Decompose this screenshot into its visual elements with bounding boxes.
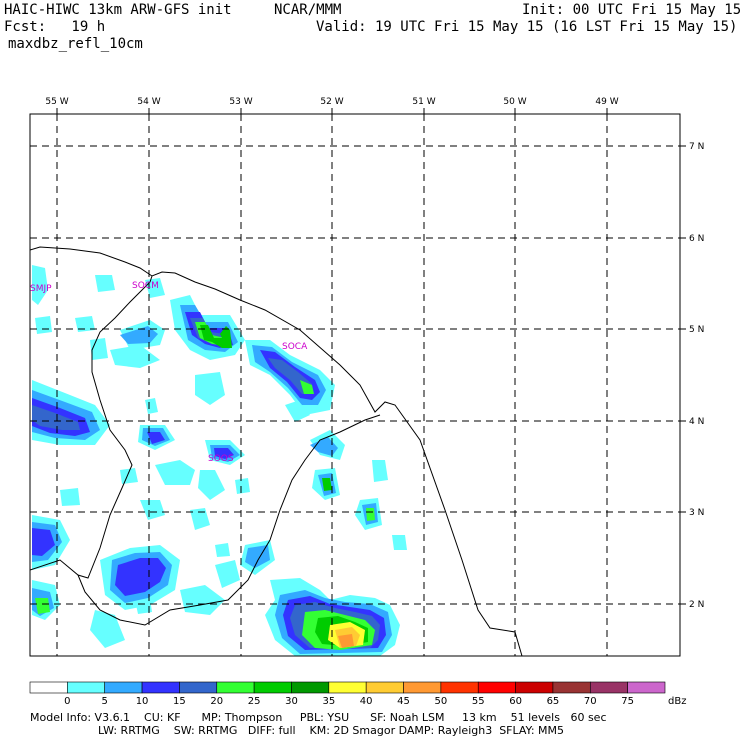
lat-label: 6 N: [689, 234, 704, 244]
station-socm: SOCM: [132, 281, 159, 291]
valid-time: Valid: 19 UTC Fri 15 May 15 (16 LST Fri …: [316, 19, 738, 35]
colorbar-tick-label: 0: [64, 696, 70, 707]
field-name: maxdbz_refl_10cm: [8, 36, 143, 52]
colorbar-tick-label: 20: [210, 696, 223, 707]
lon-label: 55 W: [45, 97, 68, 107]
colorbar-swatch: [552, 681, 591, 694]
colorbar-swatch: [104, 681, 143, 694]
colorbar-unit: dBz: [668, 696, 686, 707]
colorbar-tick-label: 65: [547, 696, 560, 707]
lon-label: 49 W: [595, 97, 618, 107]
colorbar-tick-label: 75: [621, 696, 634, 707]
colorbar-tick-label: 10: [136, 696, 149, 707]
forecast-hour: Fcst: 19 h: [4, 19, 106, 35]
colorbar-tick-label: 25: [248, 696, 261, 707]
org-label: NCAR/MMM: [274, 2, 342, 18]
colorbar-tick-label: 30: [285, 696, 298, 707]
colorbar-swatch: [365, 681, 404, 694]
lon-label: 50 W: [503, 97, 526, 107]
lat-label: 5 N: [689, 325, 704, 335]
colorbar-swatch: [67, 681, 106, 694]
colorbar-tick-label: 15: [173, 696, 186, 707]
colorbar-swatch: [253, 681, 292, 694]
lat-label: 3 N: [689, 508, 704, 518]
colorbar-tick-label: 35: [322, 696, 335, 707]
tick-marks: [56, 108, 686, 605]
lat-label: 2 N: [689, 600, 704, 610]
lat-label: 4 N: [689, 417, 704, 427]
lon-label: 51 W: [412, 97, 435, 107]
colorbar-tick-label: 45: [397, 696, 410, 707]
model-info-line1: Model Info: V3.6.1 CU: KF MP: Thompson P…: [30, 711, 607, 724]
lat-lon-grid: [30, 114, 680, 656]
colorbar-tick-label: 5: [102, 696, 108, 707]
colorbar-swatch: [477, 681, 516, 694]
lon-label: 52 W: [320, 97, 343, 107]
latitude-labels: 7 N 6 N 5 N 4 N 3 N 2 N: [689, 142, 704, 610]
lat-label: 7 N: [689, 142, 704, 152]
lon-label: 53 W: [229, 97, 252, 107]
colorbar-swatch: [179, 681, 218, 694]
colorbar-swatch: [328, 681, 367, 694]
colorbar-swatch: [627, 681, 666, 694]
colorbar-swatch: [141, 681, 180, 694]
colorbar-tick-label: 40: [360, 696, 373, 707]
init-time: Init: 00 UTC Fri 15 May 15: [522, 2, 740, 18]
model-title: HAIC-HIWC 13km ARW-GFS init: [4, 2, 232, 18]
colorbar-swatch: [291, 681, 330, 694]
colorbar-swatch: [440, 681, 479, 694]
colorbar-tick-label: 55: [472, 696, 485, 707]
refl-darkorange: [338, 634, 354, 648]
colorbar-swatch: [403, 681, 442, 694]
colorbar-tick-label: 50: [435, 696, 448, 707]
longitude-labels: 55 W 54 W 53 W 52 W 51 W 50 W 49 W: [45, 97, 618, 107]
model-info-line2: LW: RRTMG SW: RRTMG DIFF: full KM: 2D Sm…: [98, 724, 564, 737]
station-markers: SMJP SOCM SOCA SOOS: [30, 281, 308, 464]
lon-label: 54 W: [137, 97, 160, 107]
colorbar: 0 5 10 15 20 25 30 35 40 45 50 55 60 65 70 75: [29, 681, 666, 707]
station-soos: SOOS: [208, 454, 234, 464]
map-frame: [29, 113, 681, 657]
colorbar-tick-label: 70: [584, 696, 597, 707]
colorbar-swatch: [216, 681, 255, 694]
colorbar-swatch: [515, 681, 554, 694]
colorbar-tick-label: 60: [509, 696, 522, 707]
coastlines-borders: [30, 246, 523, 656]
colorbar-swatch: [589, 681, 628, 694]
colorbar-swatch: [29, 681, 68, 694]
station-soca: SOCA: [282, 342, 308, 352]
station-smjp: SMJP: [30, 284, 52, 294]
